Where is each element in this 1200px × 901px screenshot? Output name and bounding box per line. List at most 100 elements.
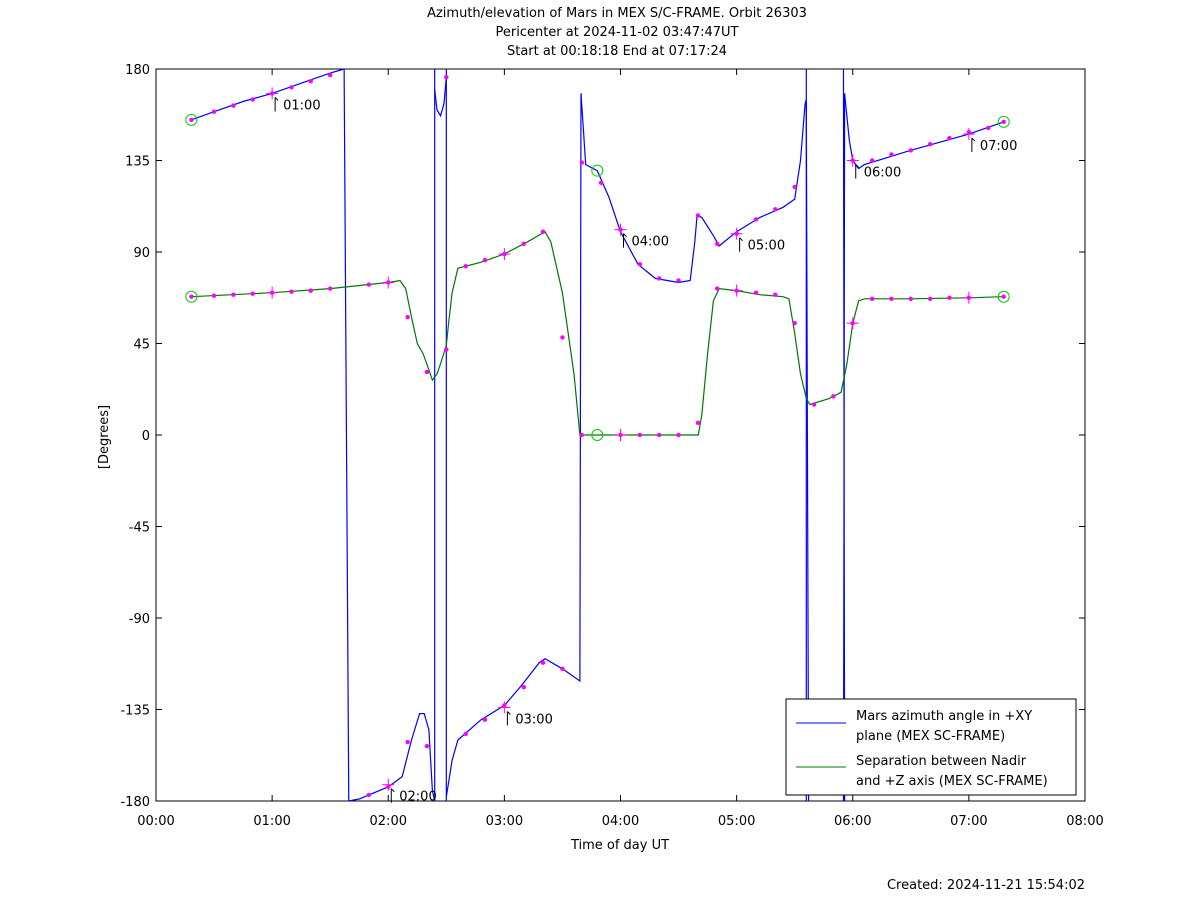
- chart-title-line-3: Start at 00:18:18 End at 07:17:24: [507, 44, 727, 59]
- data-point-separation: [366, 282, 372, 287]
- y-tick-label: 45: [133, 338, 150, 353]
- data-point-separation: [579, 432, 585, 438]
- series-line-azimuth: [580, 93, 807, 284]
- created-timestamp: Created: 2024-11-21 15:54:02: [887, 878, 1085, 893]
- data-point-azimuth: [250, 97, 255, 102]
- data-point-azimuth: [231, 103, 236, 108]
- y-axis-label: [Degrees]: [97, 405, 112, 469]
- event-circle-marker: [997, 115, 1010, 128]
- data-point-azimuth: [405, 739, 410, 745]
- data-point-separation: [637, 432, 643, 438]
- y-tick-label: 135: [125, 155, 150, 170]
- data-point-separation: [308, 288, 313, 293]
- y-tick-label: -135: [120, 704, 150, 719]
- data-point-azimuth: [424, 743, 430, 749]
- chart-title-line-2: Pericenter at 2024-11-02 03:47:47UT: [495, 25, 738, 40]
- data-point-azimuth: [869, 158, 875, 163]
- y-tick-label: -180: [120, 795, 150, 810]
- series-layer: [191, 68, 1004, 802]
- annotation-pointer: [739, 237, 743, 242]
- data-point-separation: [773, 292, 778, 297]
- data-point-azimuth: [637, 262, 643, 267]
- x-tick-label: 02:00: [370, 814, 407, 829]
- data-point-separation: [405, 314, 410, 320]
- data-point-separation: [560, 335, 565, 340]
- data-point-azimuth: [189, 117, 194, 123]
- data-point-separation: [521, 241, 526, 247]
- hour-annotation-label: 07:00: [980, 139, 1017, 154]
- annotation-pointer: [507, 711, 511, 715]
- legend: Mars azimuth angle in +XY plane (MEX SC-…: [785, 698, 1077, 796]
- annotation-pointer: [274, 97, 279, 101]
- data-point-separation: [540, 229, 546, 234]
- data-point-separation: [928, 296, 933, 301]
- hour-annotation-label: 04:00: [632, 235, 669, 250]
- data-point-separation: [424, 369, 430, 375]
- hour-annotation-label: 05:00: [748, 239, 785, 254]
- data-point-separation: [889, 296, 894, 301]
- data-point-azimuth: [327, 72, 333, 78]
- legend-label-azimuth-line-2: plane (MEX SC-FRAME): [856, 729, 1005, 744]
- series-wrap-line-azimuth: [842, 68, 846, 802]
- x-tick-label: 01:00: [253, 814, 290, 829]
- legend-box: [785, 698, 1077, 796]
- event-circle-marker: [591, 164, 604, 177]
- marker-layer: [185, 72, 1010, 798]
- annotation-pointer: [390, 788, 395, 793]
- y-axis-ticks: 180 135 90 45 0 -45 -90 -135 -180: [120, 63, 1085, 810]
- data-point-azimuth: [463, 731, 468, 737]
- x-tick-label: 05:00: [718, 814, 755, 829]
- series-line-separation: [191, 230, 1004, 436]
- x-tick-label: 06:00: [834, 814, 871, 829]
- x-axis-ticks: 00:00 01:00 02:00 03:00 04:00 05:00 06:00 07:00…: [137, 69, 1104, 829]
- hour-annotation-label: 06:00: [864, 166, 901, 181]
- data-point-azimuth: [656, 276, 662, 281]
- data-point-azimuth: [444, 74, 449, 80]
- data-point-azimuth: [908, 148, 914, 153]
- data-point-azimuth: [889, 152, 894, 157]
- data-point-separation: [250, 291, 255, 296]
- data-point-separation: [715, 286, 720, 291]
- data-point-separation: [211, 293, 217, 298]
- hour-annotation-label: 02:00: [399, 790, 436, 805]
- data-point-separation: [444, 347, 449, 352]
- data-point-separation: [792, 320, 797, 326]
- data-point-separation: [811, 402, 817, 407]
- data-point-azimuth: [753, 217, 759, 222]
- x-tick-label: 07:00: [950, 814, 987, 829]
- series-wrap-line-azimuth: [343, 68, 350, 802]
- data-point-separation: [231, 292, 236, 297]
- annotation-pointer: [855, 164, 860, 168]
- data-point-separation: [463, 264, 468, 269]
- legend-label-azimuth-line-1: Mars azimuth angle in +XY: [856, 709, 1032, 724]
- series-line-azimuth: [844, 93, 1004, 170]
- data-point-separation: [656, 432, 662, 438]
- legend-label-separation-line-2: and +Z axis (MEX SC-FRAME): [856, 774, 1048, 789]
- data-point-azimuth: [676, 278, 681, 283]
- data-point-separation: [947, 295, 952, 300]
- annotation-layer: 01:00 02:00 03:00 04:00 05:00 06:00 07:00: [274, 97, 1017, 805]
- event-circle-marker: [185, 290, 198, 303]
- hour-annotation-label: 01:00: [283, 98, 320, 113]
- data-point-separation: [289, 289, 294, 294]
- y-tick-label: 0: [142, 429, 150, 444]
- series-line-azimuth: [445, 93, 582, 797]
- data-point-azimuth: [598, 180, 604, 186]
- data-point-separation: [869, 296, 875, 301]
- y-tick-label: -45: [129, 521, 150, 536]
- event-circle-marker: [185, 113, 198, 126]
- data-point-separation: [1001, 294, 1006, 299]
- data-point-azimuth: [928, 142, 933, 147]
- data-point-azimuth: [482, 717, 488, 722]
- y-tick-label: 90: [133, 246, 150, 261]
- data-point-azimuth: [1001, 119, 1006, 125]
- data-point-separation: [189, 294, 194, 299]
- data-point-azimuth: [715, 241, 720, 247]
- y-tick-label: -90: [129, 612, 150, 627]
- event-circle-marker: [591, 429, 604, 441]
- chart-title-line-1: Azimuth/elevation of Mars in MEX S/C-FRA…: [427, 6, 807, 21]
- data-point-azimuth: [792, 184, 797, 190]
- data-point-azimuth: [308, 79, 313, 84]
- x-axis-label: Time of day UT: [570, 838, 669, 853]
